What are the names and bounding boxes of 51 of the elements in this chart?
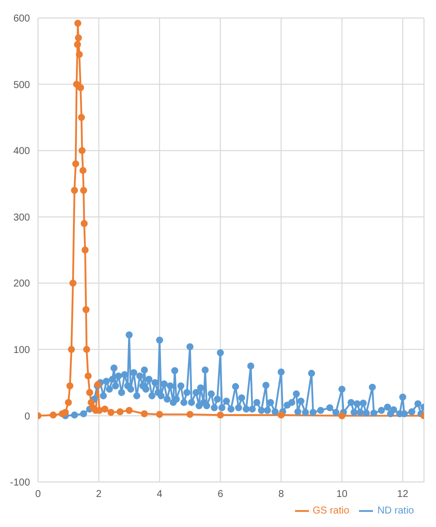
point: [88, 398, 95, 406]
y-tick-label: 200: [13, 278, 30, 290]
y-tick-label: 0: [24, 411, 30, 422]
x-tick-label: 12: [397, 489, 409, 500]
point: [68, 346, 75, 353]
point: [82, 246, 89, 254]
legend-label: GS ratio: [312, 506, 350, 517]
x-tick-label: 0: [35, 489, 42, 500]
point: [76, 50, 83, 58]
y-tick-label: 400: [13, 146, 30, 158]
point: [69, 280, 76, 287]
point: [74, 20, 82, 27]
point: [338, 412, 346, 420]
x-tick-label: 4: [156, 489, 163, 500]
x-tick-label: 10: [336, 489, 348, 500]
point: [186, 410, 194, 418]
point: [74, 41, 82, 48]
point: [66, 382, 74, 390]
point: [83, 346, 90, 353]
y-tick-label: 100: [13, 344, 30, 356]
point: [80, 186, 88, 194]
x-tick-label: 8: [278, 489, 284, 500]
point: [78, 114, 85, 121]
point: [101, 406, 108, 413]
point: [126, 406, 133, 414]
point: [116, 408, 124, 416]
point: [50, 412, 57, 419]
x-tick-label: 2: [96, 489, 102, 500]
point: [72, 160, 80, 168]
point: [156, 410, 164, 418]
point: [78, 147, 86, 154]
point: [84, 372, 92, 380]
point: [216, 412, 224, 419]
point: [74, 34, 82, 42]
legend-label: ND ratio: [377, 506, 414, 517]
point: [82, 306, 90, 314]
point: [64, 398, 72, 406]
point: [86, 389, 94, 396]
point: [140, 410, 148, 418]
point: [79, 166, 86, 174]
x-tick-label: 6: [218, 489, 224, 500]
y-tick-label: -100: [10, 478, 30, 489]
y-tick-label: 600: [13, 14, 30, 25]
point: [77, 84, 84, 92]
point: [278, 412, 285, 419]
y-tick-label: 300: [13, 212, 30, 224]
y-tick-label: 500: [13, 80, 30, 91]
point: [70, 186, 78, 194]
point: [107, 408, 114, 416]
point: [80, 220, 88, 227]
point: [62, 408, 69, 416]
